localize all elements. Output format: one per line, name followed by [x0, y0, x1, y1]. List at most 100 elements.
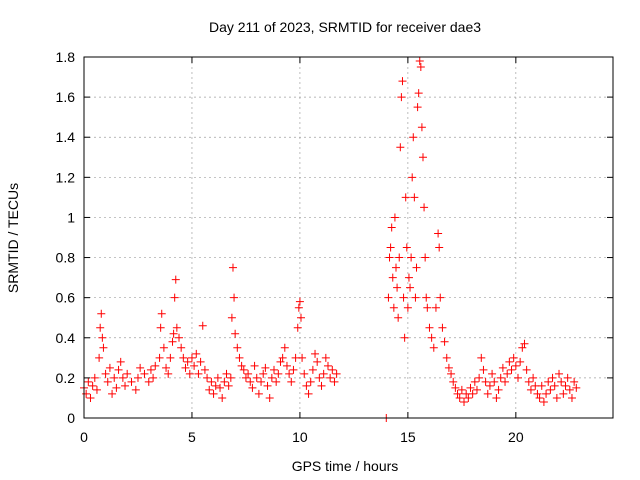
data-point	[198, 321, 207, 330]
data-point	[108, 389, 117, 398]
data-point	[559, 389, 568, 398]
data-point	[401, 193, 410, 202]
data-point	[388, 273, 397, 282]
data-point	[146, 365, 155, 374]
data-point	[496, 373, 505, 382]
data-point	[116, 357, 125, 366]
data-point	[415, 57, 424, 66]
data-point	[224, 381, 233, 390]
data-point	[203, 373, 212, 382]
data-point	[533, 389, 542, 398]
data-point	[440, 337, 449, 346]
data-point	[92, 385, 101, 394]
data-point	[276, 357, 285, 366]
data-point	[406, 283, 415, 292]
data-point	[537, 381, 546, 390]
data-point	[567, 393, 576, 402]
data-point	[384, 293, 393, 302]
data-point	[321, 353, 330, 362]
data-point	[181, 363, 190, 372]
data-point	[207, 377, 216, 386]
data-point	[470, 377, 479, 386]
data-point	[572, 383, 581, 392]
data-point	[570, 377, 579, 386]
data-point	[468, 389, 477, 398]
data-point	[529, 373, 538, 382]
data-point	[390, 213, 399, 222]
data-point	[319, 369, 328, 378]
data-point	[429, 343, 438, 352]
data-point	[282, 361, 291, 370]
plot-frame	[83, 56, 614, 419]
data-point	[397, 93, 406, 102]
data-point	[518, 343, 527, 352]
data-point	[501, 377, 510, 386]
data-point	[400, 333, 409, 342]
data-point	[272, 377, 281, 386]
data-point	[162, 363, 171, 372]
data-point	[88, 381, 97, 390]
data-point	[416, 63, 425, 72]
data-point	[404, 273, 413, 282]
data-point	[82, 389, 91, 398]
data-point	[110, 373, 119, 382]
data-point	[294, 303, 303, 312]
data-point	[222, 369, 231, 378]
data-point	[192, 349, 201, 358]
data-point	[323, 361, 332, 370]
data-point	[414, 89, 423, 98]
data-point	[179, 353, 188, 362]
data-point	[144, 377, 153, 386]
data-point	[449, 377, 458, 386]
data-point	[427, 333, 436, 342]
data-point	[237, 361, 246, 370]
data-point	[155, 353, 164, 362]
data-point	[492, 393, 501, 402]
data-point	[140, 369, 149, 378]
data-point	[231, 329, 240, 338]
data-point	[112, 383, 121, 392]
data-point	[226, 373, 235, 382]
y-tick-label: 0.6	[56, 290, 76, 306]
x-tick-label: 15	[400, 429, 416, 445]
data-point	[95, 353, 104, 362]
data-point	[477, 353, 486, 362]
data-point	[278, 353, 287, 362]
data-point	[235, 353, 244, 362]
data-point	[296, 313, 305, 322]
data-point	[211, 381, 220, 390]
y-tick-label: 1.2	[56, 169, 76, 185]
data-point	[479, 365, 488, 374]
data-point	[304, 389, 313, 398]
data-point	[546, 385, 555, 394]
data-point	[164, 369, 173, 378]
data-point	[166, 353, 175, 362]
data-point	[194, 369, 203, 378]
data-point	[507, 365, 516, 374]
data-point	[425, 323, 434, 332]
data-point	[86, 393, 95, 402]
data-point	[270, 365, 279, 374]
data-point	[434, 229, 443, 238]
data-point	[246, 377, 255, 386]
data-point	[151, 361, 160, 370]
data-point	[421, 253, 430, 262]
data-point	[267, 373, 276, 382]
y-tick-label: 1.8	[56, 49, 76, 65]
data-point	[466, 383, 475, 392]
data-point	[418, 153, 427, 162]
data-point	[438, 323, 447, 332]
data-point	[526, 385, 535, 394]
data-point	[403, 303, 412, 312]
data-point	[172, 323, 181, 332]
data-point	[261, 363, 270, 372]
data-point	[228, 263, 237, 272]
data-point	[311, 349, 320, 358]
data-point	[565, 385, 574, 394]
data-point	[105, 363, 114, 372]
data-point	[460, 397, 469, 406]
data-point	[509, 353, 518, 362]
data-point	[557, 377, 566, 386]
data-point	[542, 389, 551, 398]
data-point	[393, 283, 402, 292]
